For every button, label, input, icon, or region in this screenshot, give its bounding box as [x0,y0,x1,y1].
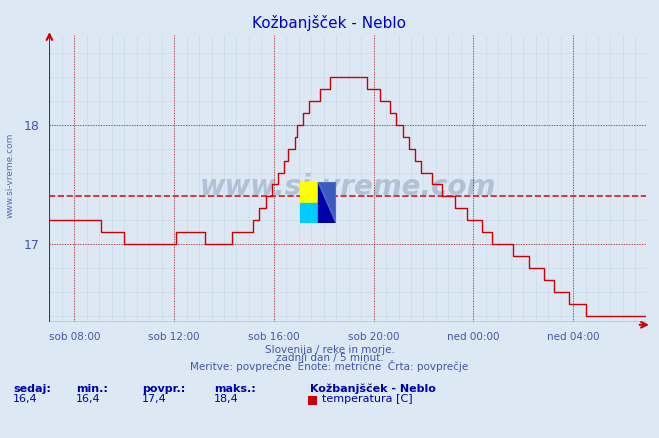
Text: Kožbanjšček - Neblo: Kožbanjšček - Neblo [310,384,436,394]
Text: sedaj:: sedaj: [13,384,51,394]
Text: povpr.:: povpr.: [142,384,185,394]
Text: www.si-vreme.com: www.si-vreme.com [200,173,496,201]
Text: min.:: min.: [76,384,107,394]
Text: 18,4: 18,4 [214,394,239,404]
Bar [318,182,336,223]
Text: www.si-vreme.com: www.si-vreme.com [5,133,14,218]
Text: Meritve: povprečne  Enote: metrične  Črta: povprečje: Meritve: povprečne Enote: metrične Črta:… [190,360,469,372]
Text: Kožbanjšček - Neblo: Kožbanjšček - Neblo [252,15,407,32]
Polygon shape [318,182,336,223]
Text: Slovenija / reke in morje.: Slovenija / reke in morje. [264,345,395,355]
Bar [300,182,318,202]
Text: 16,4: 16,4 [76,394,100,404]
Text: zadnji dan / 5 minut.: zadnji dan / 5 minut. [275,353,384,364]
Bar [300,202,318,223]
Text: maks.:: maks.: [214,384,256,394]
Text: 17,4: 17,4 [142,394,167,404]
Text: 16,4: 16,4 [13,394,38,404]
Text: temperatura [C]: temperatura [C] [322,394,413,404]
